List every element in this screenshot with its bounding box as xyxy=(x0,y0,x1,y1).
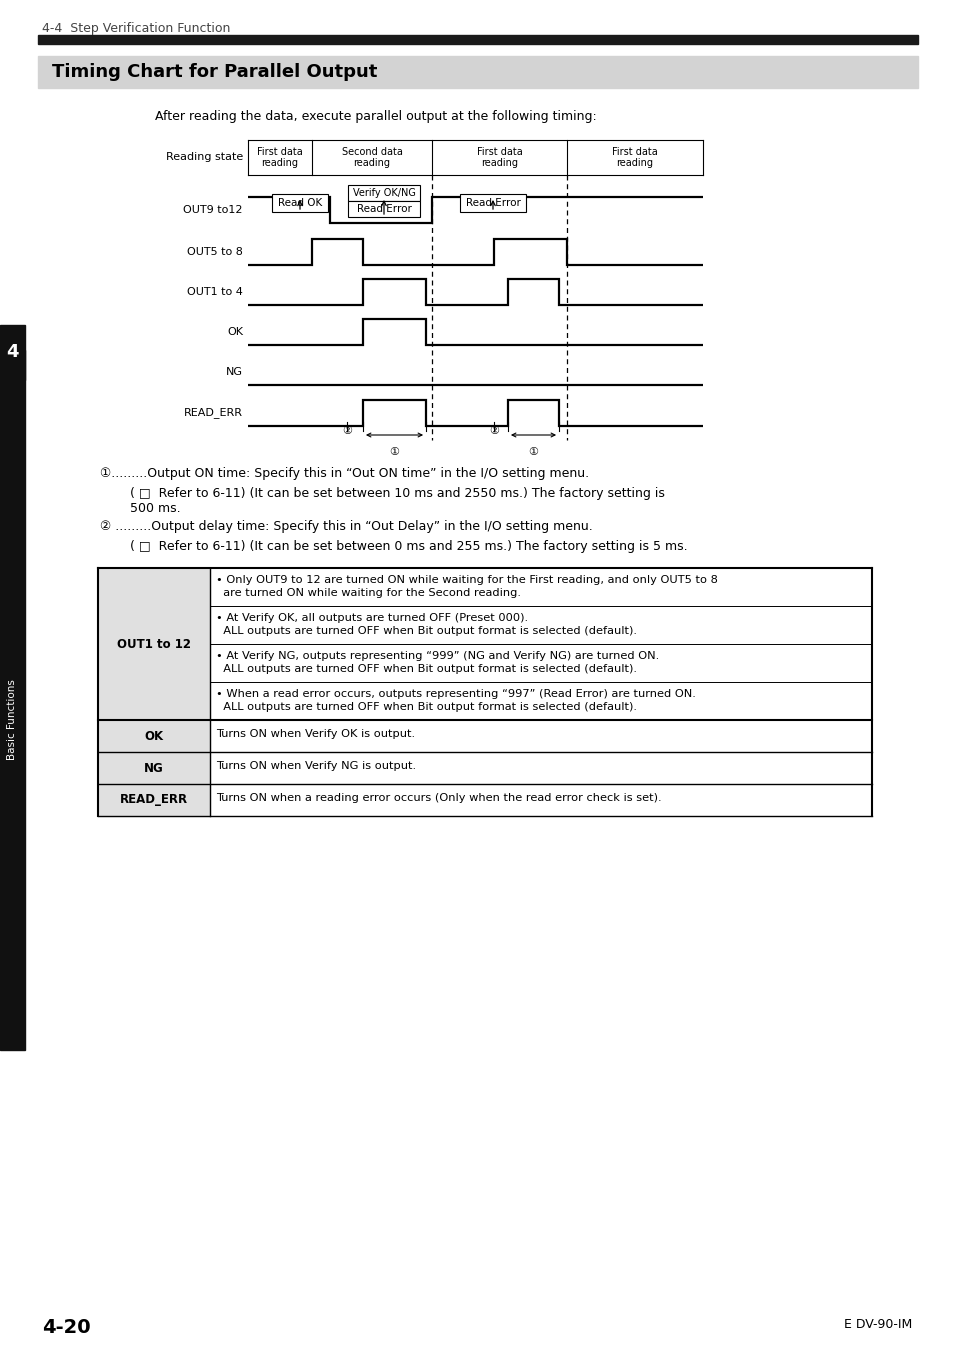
Text: ② .........Output delay time: Specify this in “Out Delay” in the I/O setting men: ② .........Output delay time: Specify th… xyxy=(100,521,592,533)
FancyBboxPatch shape xyxy=(348,185,419,201)
Text: ALL outputs are turned OFF when Bit output format is selected (default).: ALL outputs are turned OFF when Bit outp… xyxy=(215,626,637,635)
Text: 500 ms.: 500 ms. xyxy=(130,502,180,515)
Bar xyxy=(38,55,917,88)
Text: First data
reading: First data reading xyxy=(257,147,302,168)
Text: ALL outputs are turned OFF when Bit output format is selected (default).: ALL outputs are turned OFF when Bit outp… xyxy=(215,664,637,675)
Text: E DV-90-IM: E DV-90-IM xyxy=(842,1318,911,1330)
Text: ①: ① xyxy=(389,448,399,457)
Bar xyxy=(98,568,210,721)
Text: ( □  Refer to 6-11) (It can be set between 10 ms and 2550 ms.) The factory setti: ( □ Refer to 6-11) (It can be set betwee… xyxy=(130,487,664,500)
Bar xyxy=(0,324,25,380)
Bar xyxy=(98,752,210,784)
Text: • When a read error occurs, outputs representing “997” (Read Error) are turned O: • When a read error occurs, outputs repr… xyxy=(215,690,695,699)
Text: OUT5 to 8: OUT5 to 8 xyxy=(187,247,243,257)
Text: ②: ② xyxy=(489,426,498,435)
Text: Reading state: Reading state xyxy=(166,153,243,162)
Text: READ_ERR: READ_ERR xyxy=(184,407,243,419)
Text: After reading the data, execute parallel output at the following timing:: After reading the data, execute parallel… xyxy=(154,110,597,123)
Text: • At Verify OK, all outputs are turned OFF (Preset 000).: • At Verify OK, all outputs are turned O… xyxy=(215,612,528,623)
Text: Timing Chart for Parallel Output: Timing Chart for Parallel Output xyxy=(52,64,377,81)
Text: Read OK: Read OK xyxy=(277,197,322,208)
Text: ①.........Output ON time: Specify this in “Out ON time” in the I/O setting menu.: ①.........Output ON time: Specify this i… xyxy=(100,466,589,480)
Text: OK: OK xyxy=(144,730,163,742)
Text: • Only OUT9 to 12 are turned ON while waiting for the First reading, and only OU: • Only OUT9 to 12 are turned ON while wa… xyxy=(215,575,717,585)
Text: Second data
reading: Second data reading xyxy=(341,147,402,168)
Text: ②: ② xyxy=(341,426,352,435)
Bar xyxy=(98,721,210,752)
Text: Basic Functions: Basic Functions xyxy=(7,680,17,760)
Text: ALL outputs are turned OFF when Bit output format is selected (default).: ALL outputs are turned OFF when Bit outp… xyxy=(215,702,637,713)
Text: OK: OK xyxy=(227,327,243,337)
Text: Read Error: Read Error xyxy=(356,204,411,214)
Bar xyxy=(38,35,917,45)
Text: READ_ERR: READ_ERR xyxy=(120,794,188,807)
FancyBboxPatch shape xyxy=(459,193,525,212)
FancyBboxPatch shape xyxy=(348,201,419,218)
Text: Turns ON when Verify NG is output.: Turns ON when Verify NG is output. xyxy=(215,761,416,771)
FancyBboxPatch shape xyxy=(272,193,328,212)
Text: OUT1 to 4: OUT1 to 4 xyxy=(187,287,243,297)
Text: Read Error: Read Error xyxy=(465,197,520,208)
Text: Turns ON when Verify OK is output.: Turns ON when Verify OK is output. xyxy=(215,729,415,740)
Text: are turned ON while waiting for the Second reading.: are turned ON while waiting for the Seco… xyxy=(215,588,520,598)
Text: First data
reading: First data reading xyxy=(476,147,522,168)
Bar xyxy=(98,784,210,817)
Text: • At Verify NG, outputs representing “999” (NG and Verify NG) are turned ON.: • At Verify NG, outputs representing “99… xyxy=(215,652,659,661)
Text: NG: NG xyxy=(226,366,243,377)
Text: Turns ON when a reading error occurs (Only when the read error check is set).: Turns ON when a reading error occurs (On… xyxy=(215,794,661,803)
Text: ①: ① xyxy=(528,448,537,457)
Text: OUT9 to12: OUT9 to12 xyxy=(183,206,243,215)
Text: Verify OK/NG: Verify OK/NG xyxy=(353,188,415,197)
Text: First data
reading: First data reading xyxy=(612,147,658,168)
Bar xyxy=(0,350,25,1051)
Text: ( □  Refer to 6-11) (It can be set between 0 ms and 255 ms.) The factory setting: ( □ Refer to 6-11) (It can be set betwee… xyxy=(130,539,687,553)
Text: 4: 4 xyxy=(6,343,18,361)
Text: NG: NG xyxy=(144,761,164,775)
Text: 4-4  Step Verification Function: 4-4 Step Verification Function xyxy=(42,22,230,35)
Text: 4-20: 4-20 xyxy=(42,1318,91,1337)
Text: OUT1 to 12: OUT1 to 12 xyxy=(117,638,191,650)
